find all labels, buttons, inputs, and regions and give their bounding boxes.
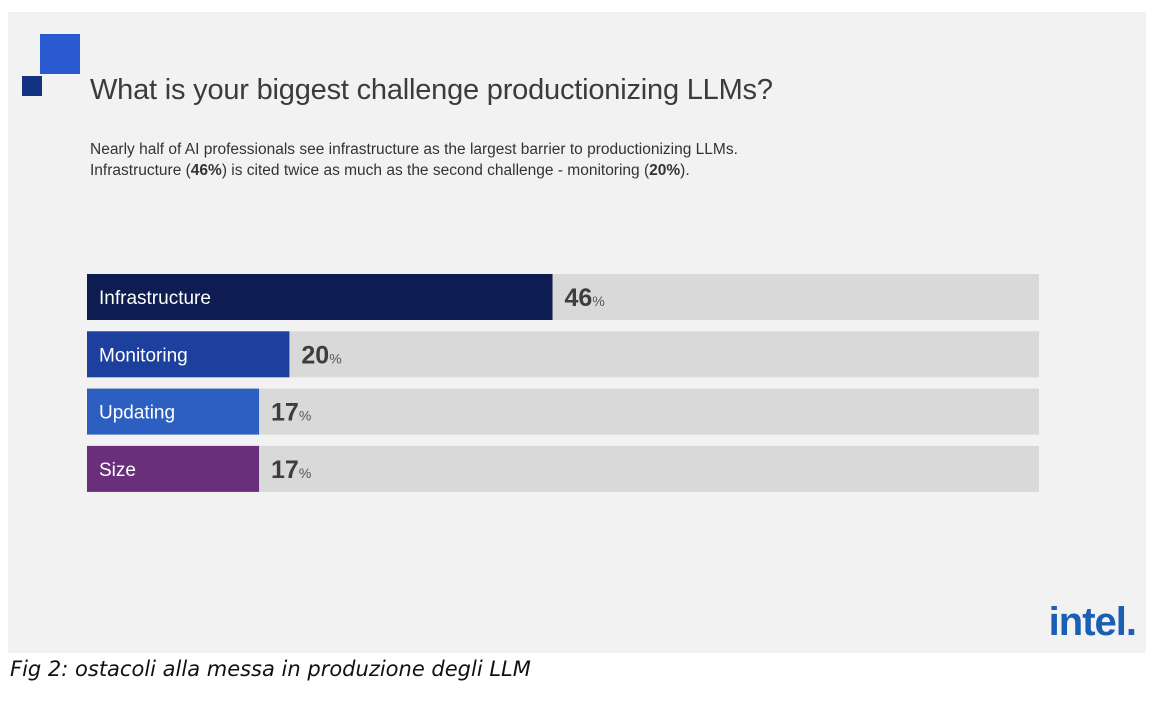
value-label-size: 17%	[271, 456, 311, 484]
subtitle-highlight-infrastructure: 46%	[190, 162, 222, 179]
bar-size	[87, 445, 260, 492]
bar-label-infrastructure: Infrastructure	[99, 288, 211, 309]
bar-infrastructure	[87, 274, 553, 320]
brand-square-large	[40, 34, 80, 74]
subtitle-line-2: Infrastructure (46%) is cited twice as m…	[90, 160, 738, 181]
subtitle-text-b: ) is cited twice as much as the second c…	[221, 162, 650, 179]
subtitle-line-1: Nearly half of AI professionals see infr…	[90, 141, 738, 158]
chart-title: What is your biggest challenge productio…	[90, 74, 773, 106]
subtitle-text-c: ).	[680, 162, 690, 179]
value-label-monitoring: 20%	[301, 341, 341, 369]
bar-chart: Infrastructure 46% Monitoring 20% Updating 17…	[87, 274, 1039, 492]
bar-updating	[87, 388, 260, 435]
intel-logo: intel.	[1048, 600, 1137, 644]
subtitle-text-a: Infrastructure (	[90, 162, 191, 179]
value-label-infrastructure: 46%	[565, 284, 605, 312]
value-label-updating: 17%	[271, 399, 311, 427]
subtitle-highlight-monitoring: 20%	[649, 162, 681, 179]
bar-label-monitoring: Monitoring	[99, 345, 188, 366]
slide: What is your biggest challenge productio…	[8, 12, 1146, 653]
chart-subtitle: Nearly half of AI professionals see infr…	[90, 139, 738, 181]
brand-square-small	[22, 76, 42, 96]
bar-label-size: Size	[99, 460, 136, 481]
bar-label-updating: Updating	[99, 403, 175, 424]
figure-caption: Fig 2: ostacoli alla messa in produzione…	[10, 657, 531, 681]
bar-monitoring	[87, 331, 290, 378]
